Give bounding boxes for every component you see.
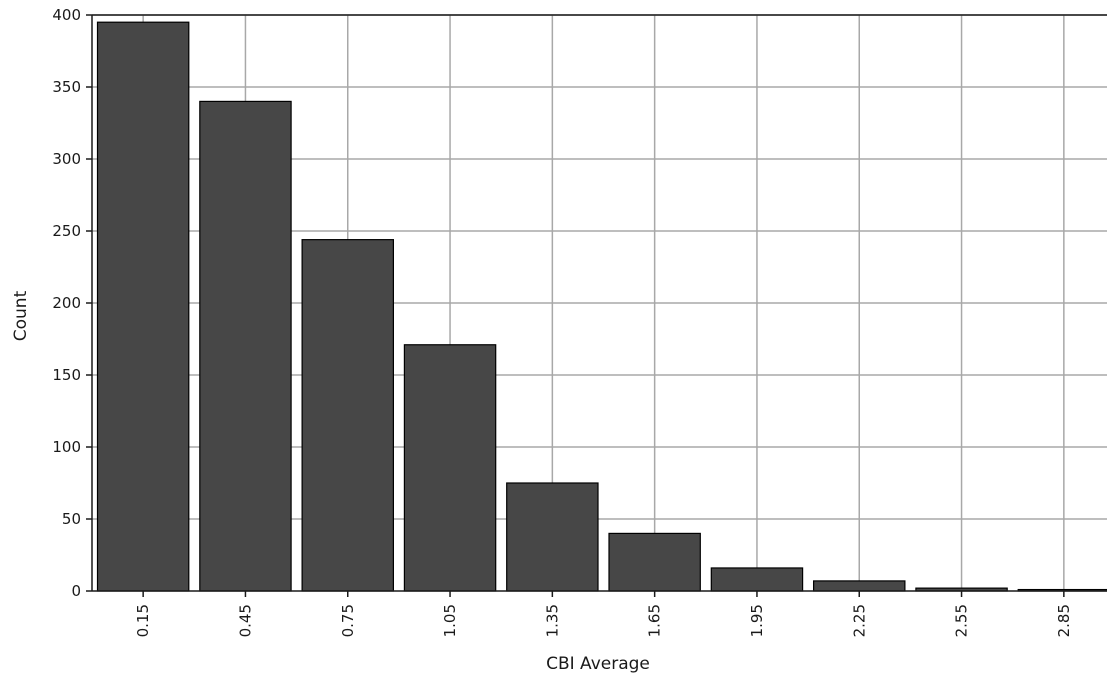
y-tick-label: 250 [52, 222, 81, 240]
x-tick-label: 2.25 [850, 604, 868, 637]
y-tick-label: 200 [52, 294, 81, 312]
y-tick-label: 350 [52, 78, 81, 96]
axis-layer [86, 14, 1107, 597]
y-tick-label: 0 [71, 582, 81, 600]
bar-0.75 [301, 239, 395, 592]
x-tick-label: 0.45 [236, 604, 254, 637]
x-tick-label: 1.05 [441, 604, 459, 637]
bar-1.05 [403, 344, 497, 592]
label-layer: 0 50 100 150 200 250 300 350 400 0.15 0.45 0.75 1.05… [52, 6, 1072, 637]
y-tick-label: 50 [62, 510, 81, 528]
y-tick-label: 150 [52, 366, 81, 384]
bar-0.15 [96, 21, 190, 592]
x-tick-label: 0.75 [339, 604, 357, 637]
y-axis-title: Count [11, 290, 31, 341]
bar-1.35 [506, 482, 599, 592]
x-tick-label: 1.35 [543, 604, 561, 637]
y-tick-label: 100 [52, 438, 81, 456]
x-tick-label: 2.55 [953, 604, 971, 637]
y-tick-label: 300 [52, 150, 81, 168]
bar-1.95 [710, 567, 804, 592]
x-axis-title: CBI Average [546, 654, 650, 674]
bar-2.25 [812, 580, 906, 592]
x-tick-label: 0.15 [134, 604, 152, 637]
x-tick-label: 1.65 [646, 604, 664, 637]
x-tick-label: 2.85 [1055, 604, 1073, 637]
bar-0.45 [199, 100, 292, 592]
bar-layer [96, 21, 1107, 592]
x-tick-label: 1.95 [748, 604, 766, 637]
y-tick-label: 400 [52, 6, 81, 24]
bar-1.65 [608, 532, 701, 592]
